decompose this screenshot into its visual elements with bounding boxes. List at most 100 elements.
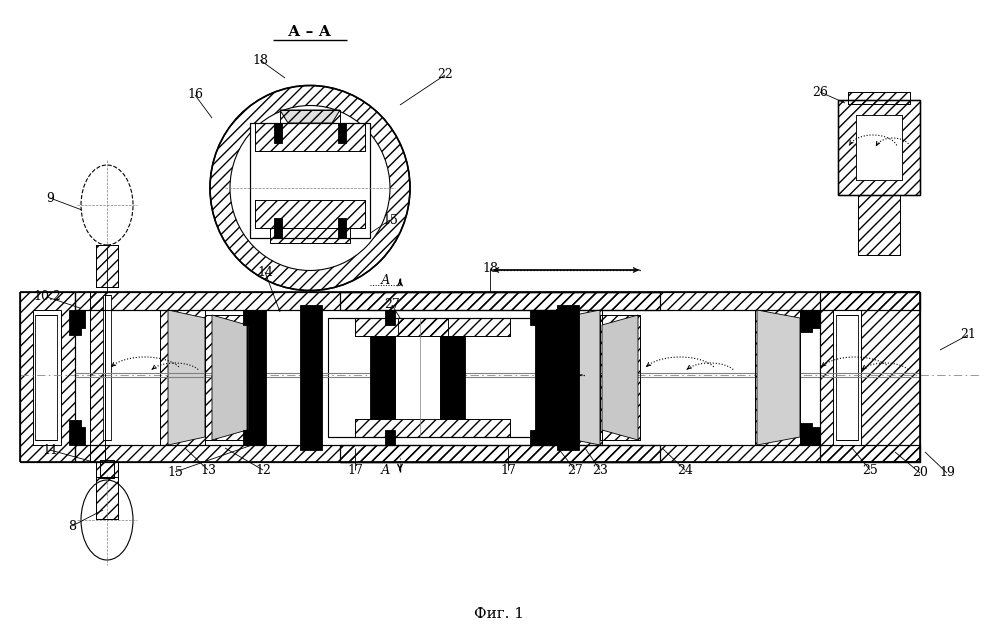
Bar: [355, 318, 510, 336]
Text: 24: 24: [677, 463, 693, 477]
Bar: [243, 310, 253, 325]
Bar: [340, 445, 660, 462]
Polygon shape: [168, 310, 205, 445]
Bar: [856, 115, 902, 180]
Bar: [96, 462, 118, 477]
Bar: [530, 310, 540, 325]
Text: 19: 19: [939, 467, 955, 479]
Text: 13: 13: [200, 463, 216, 477]
Bar: [836, 315, 858, 440]
Bar: [560, 310, 602, 445]
Bar: [535, 310, 557, 445]
Text: 25: 25: [862, 463, 878, 477]
Bar: [75, 427, 85, 445]
Bar: [355, 419, 510, 437]
Bar: [255, 123, 365, 151]
Text: 9: 9: [46, 191, 54, 205]
Bar: [858, 195, 900, 255]
Bar: [160, 310, 205, 445]
Bar: [810, 427, 820, 445]
Bar: [300, 305, 322, 450]
Bar: [398, 318, 448, 336]
Text: 27: 27: [385, 298, 400, 312]
Bar: [255, 200, 365, 228]
Bar: [280, 110, 340, 123]
Bar: [328, 318, 538, 437]
Text: 8: 8: [68, 520, 76, 532]
Bar: [255, 200, 365, 228]
Text: 18: 18: [482, 262, 498, 275]
Polygon shape: [560, 310, 600, 445]
Bar: [838, 100, 920, 195]
Text: Фиг. 1: Фиг. 1: [474, 607, 524, 621]
Bar: [20, 292, 75, 462]
Ellipse shape: [230, 106, 390, 271]
Bar: [96, 477, 118, 519]
Bar: [755, 310, 800, 445]
Bar: [440, 336, 465, 419]
Bar: [90, 292, 105, 462]
Bar: [355, 318, 510, 336]
Bar: [205, 315, 247, 440]
Bar: [810, 310, 820, 328]
Bar: [820, 292, 920, 462]
Bar: [33, 310, 61, 445]
Bar: [340, 292, 660, 310]
Bar: [96, 245, 118, 287]
Bar: [96, 245, 118, 287]
Text: 26: 26: [812, 86, 828, 99]
Bar: [340, 445, 660, 462]
Bar: [338, 218, 346, 238]
Text: 17: 17: [500, 463, 515, 477]
Bar: [848, 92, 910, 104]
Text: 15: 15: [167, 465, 183, 479]
Bar: [280, 110, 340, 123]
Bar: [274, 218, 282, 238]
Text: 10.2: 10.2: [33, 291, 61, 303]
Bar: [858, 195, 900, 255]
Bar: [248, 310, 266, 445]
Polygon shape: [757, 310, 800, 445]
Bar: [75, 292, 920, 310]
Bar: [103, 295, 111, 440]
Bar: [69, 420, 81, 445]
Bar: [755, 310, 800, 445]
Bar: [35, 315, 57, 440]
Bar: [557, 305, 579, 450]
Text: 12: 12: [255, 463, 271, 477]
Text: 15: 15: [382, 214, 398, 227]
Text: А: А: [381, 275, 390, 287]
Bar: [100, 460, 114, 478]
Text: 23: 23: [592, 463, 608, 477]
Bar: [274, 123, 282, 143]
Bar: [270, 228, 350, 243]
Bar: [20, 292, 75, 462]
Text: А: А: [381, 463, 390, 477]
Bar: [398, 318, 448, 336]
Bar: [800, 423, 812, 445]
Bar: [600, 315, 640, 440]
Text: 21: 21: [960, 328, 976, 342]
Bar: [856, 115, 902, 180]
Bar: [96, 477, 118, 519]
Bar: [560, 310, 602, 445]
Bar: [820, 292, 920, 462]
Bar: [90, 292, 105, 462]
Text: 14: 14: [257, 266, 273, 278]
Bar: [100, 460, 114, 478]
Text: 18: 18: [252, 54, 268, 67]
Bar: [833, 310, 861, 445]
Bar: [385, 430, 395, 445]
Bar: [370, 336, 395, 419]
Text: 20: 20: [912, 467, 928, 479]
Polygon shape: [602, 315, 638, 440]
Bar: [255, 123, 365, 151]
Text: 17: 17: [347, 463, 363, 477]
Bar: [530, 430, 540, 445]
Text: 11: 11: [42, 444, 58, 456]
Bar: [205, 315, 247, 440]
Bar: [75, 310, 85, 328]
Bar: [848, 92, 910, 104]
Bar: [243, 430, 253, 445]
Polygon shape: [280, 110, 340, 123]
